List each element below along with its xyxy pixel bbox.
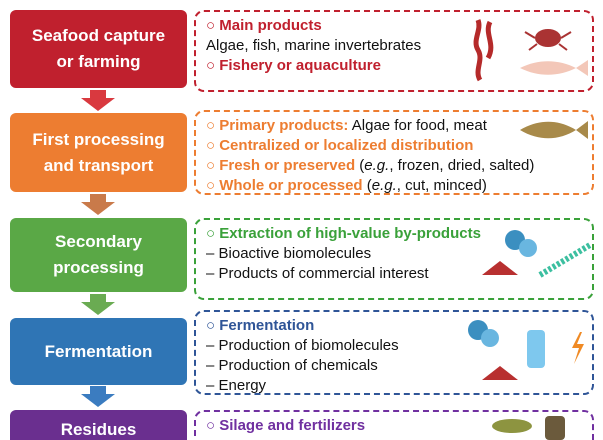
detail-line: ○ Whole or processed (e.g., cut, minced) [206, 176, 582, 196]
detail-box: ○ Main products Algae, fish, marine inver… [194, 10, 594, 92]
detail-line: ○ Centralized or localized distribution [206, 136, 582, 156]
detail-line: ○ Fishery or aquaculture [206, 56, 582, 76]
detail-line: ○ Main products [206, 16, 582, 36]
detail-text: ○ Extraction of high-value by-products [206, 225, 481, 242]
detail-text: ○ Fresh or preserved [206, 157, 355, 174]
detail-text: – Production of chemicals [206, 357, 378, 374]
stage-label: Secondary [55, 229, 142, 255]
detail-text: Algae for food, meat [348, 117, 486, 134]
detail-text: – Bioactive biomolecules [206, 245, 371, 262]
detail-line: – Energy [206, 376, 582, 396]
detail-text: ○ Fishery or aquaculture [206, 57, 381, 74]
detail-box: ○ Primary products: Algae for food, meat… [194, 110, 594, 195]
detail-text: – Production of biomolecules [206, 337, 399, 354]
detail-text: ( [355, 157, 364, 174]
detail-text: , frozen, dried, salted) [389, 157, 534, 174]
detail-line: Algae, fish, marine invertebrates [206, 36, 582, 56]
detail-line: ○ Fermentation [206, 316, 582, 336]
detail-text: e.g. [364, 157, 389, 174]
detail-box: ○ Extraction of high-value by-products – … [194, 218, 594, 300]
detail-text: ○ Silage and fertilizers [206, 417, 365, 434]
detail-text: e.g. [372, 177, 397, 194]
detail-text: – Products of commercial interest [206, 265, 429, 282]
detail-text: ○ Whole or processed [206, 177, 363, 194]
detail-line: – Products of commercial interest [206, 264, 582, 284]
diagram: Seafood captureor farming○ Main products… [0, 0, 603, 440]
detail-text: Algae, fish, marine invertebrates [206, 37, 421, 54]
detail-text: ○ Fermentation [206, 317, 314, 334]
stage-label: and transport [44, 153, 154, 179]
detail-line: – Production of biomolecules [206, 336, 582, 356]
stage-label: Fermentation [45, 339, 153, 365]
detail-text: ○ Main products [206, 17, 322, 34]
detail-line: ○ Silage and fertilizers [206, 416, 582, 436]
detail-line: – Production of chemicals [206, 356, 582, 376]
detail-line: ○ Extraction of high-value by-products [206, 224, 582, 244]
stage-box: Fermentation [10, 318, 187, 385]
stage-label: processing [53, 255, 144, 281]
detail-text: ( [363, 177, 372, 194]
stage-label: Seafood capture [32, 23, 165, 49]
detail-text: , cut, minced) [397, 177, 487, 194]
stage-label: First processing [32, 127, 164, 153]
detail-box: ○ Silage and fertilizers [194, 410, 594, 440]
detail-text: ○ Centralized or localized distribution [206, 137, 473, 154]
detail-text: ○ Primary products: [206, 117, 348, 134]
stage-label: Residues [61, 417, 137, 440]
detail-text: – Energy [206, 377, 266, 394]
detail-line: ○ Fresh or preserved (e.g., frozen, drie… [206, 156, 582, 176]
stage-label: or farming [56, 49, 140, 75]
stage-box: Residues [10, 410, 187, 440]
detail-line: ○ Primary products: Algae for food, meat [206, 116, 582, 136]
detail-box: ○ Fermentation – Production of biomolecul… [194, 310, 594, 395]
detail-line: – Bioactive biomolecules [206, 244, 582, 264]
